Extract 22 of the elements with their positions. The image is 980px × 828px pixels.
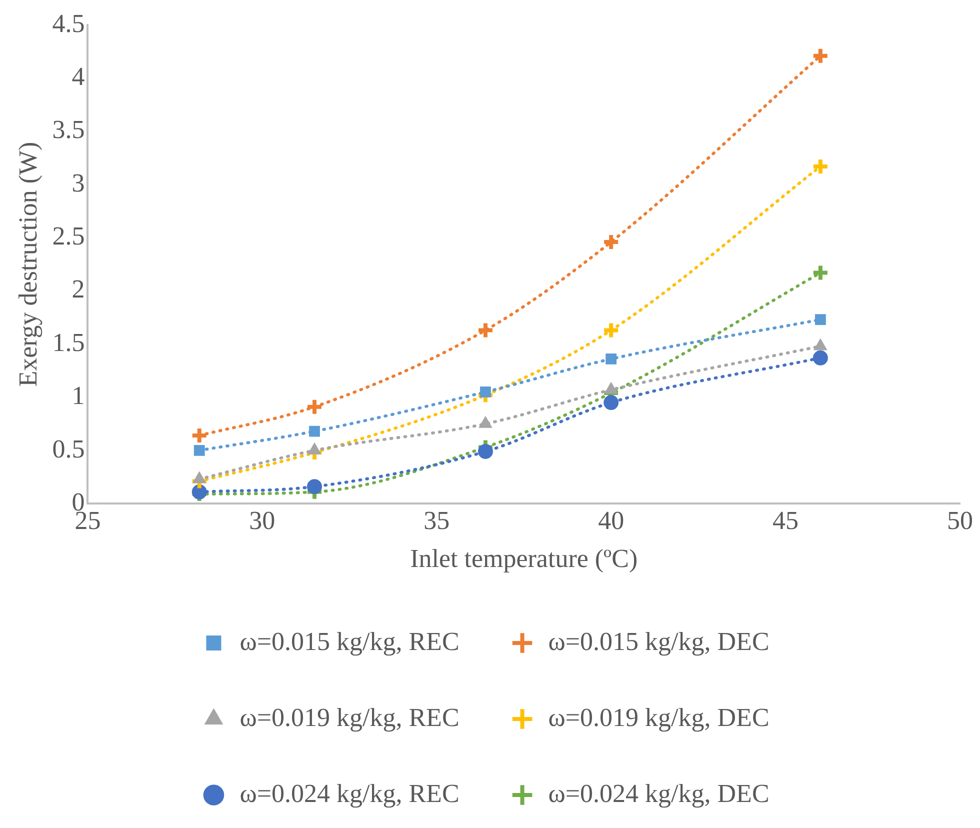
y-axis-title: Exergy destruction (W) — [13, 142, 42, 387]
legend-label: ω=0.015 kg/kg, DEC — [548, 626, 770, 656]
y-tick-label: 1.5 — [52, 328, 85, 357]
y-tick-label: 0.5 — [52, 434, 85, 464]
y-tick-label: 3 — [72, 168, 85, 198]
x-tick-label: 40 — [598, 506, 624, 536]
y-tick-label: 4.5 — [52, 8, 85, 38]
y-tick-label: 4 — [72, 62, 85, 92]
legend-label: ω=0.024 kg/kg, DEC — [548, 778, 770, 808]
x-tick-label: 35 — [424, 506, 450, 536]
x-axis-title: Inlet temperature (ºC) — [410, 544, 638, 574]
y-tick-label: 3.5 — [52, 115, 85, 144]
y-tick-label: 2 — [72, 274, 85, 304]
x-tick-label: 30 — [249, 506, 276, 536]
legend-label: ω=0.015 kg/kg, REC — [240, 626, 460, 656]
legend-label: ω=0.024 kg/kg, REC — [240, 778, 460, 808]
y-tick-label: 1 — [72, 381, 85, 410]
y-tick-label: 2.5 — [52, 222, 85, 251]
x-tick-label: 50 — [947, 506, 973, 536]
legend-label: ω=0.019 kg/kg, REC — [240, 702, 460, 732]
legend-label: ω=0.019 kg/kg, DEC — [548, 702, 770, 732]
x-tick-label: 45 — [772, 506, 799, 536]
